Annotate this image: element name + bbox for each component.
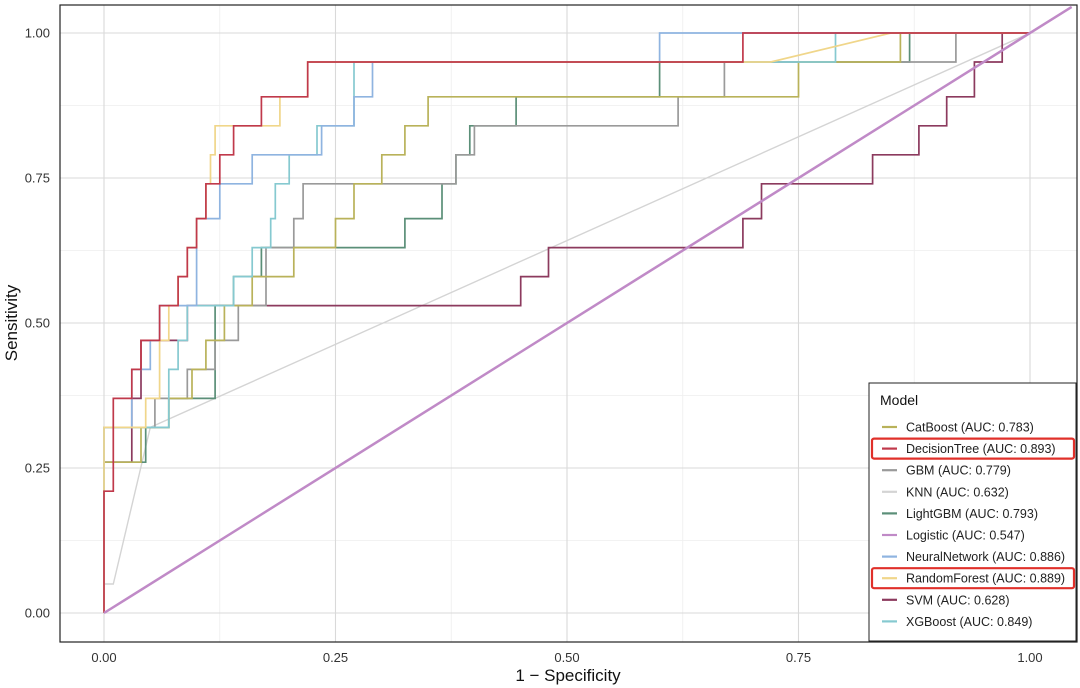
legend-label-neuralnetwork: NeuralNetwork (AUC: 0.886) bbox=[906, 550, 1065, 564]
legend-label-decisiontree: DecisionTree (AUC: 0.893) bbox=[906, 442, 1056, 456]
plot-frame bbox=[59, 4, 1078, 643]
series-line-decisiontree bbox=[103, 32, 1030, 613]
x-tick-label: 0.00 bbox=[91, 650, 116, 665]
y-tick-label: 0.75 bbox=[25, 171, 50, 186]
series-layer bbox=[103, 32, 1031, 613]
x-tick-label: 1.00 bbox=[1017, 650, 1042, 665]
series-line-catboost bbox=[103, 32, 1030, 613]
legend-label-randomforest: RandomForest (AUC: 0.889) bbox=[906, 572, 1065, 586]
legend-label-xgboost: XGBoost (AUC: 0.849) bbox=[906, 615, 1032, 629]
diagonal-reference-line bbox=[103, 5, 1073, 615]
x-axis-title: 1 − Specificity bbox=[515, 666, 621, 685]
y-tick-label: 1.00 bbox=[25, 26, 50, 41]
x-tick-label: 0.25 bbox=[323, 650, 348, 665]
legend-label-logistic: Logistic (AUC: 0.547) bbox=[906, 529, 1025, 543]
legend-label-knn: KNN (AUC: 0.632) bbox=[906, 485, 1009, 499]
legend-highlight-randomforest bbox=[870, 567, 1076, 590]
legend-items: CatBoost (AUC: 0.783) DecisionTree (AUC: … bbox=[870, 421, 1076, 629]
legend-label-catboost: CatBoost (AUC: 0.783) bbox=[906, 421, 1034, 435]
y-tick-label: 0.00 bbox=[25, 606, 50, 621]
x-tick-label: 0.75 bbox=[786, 650, 811, 665]
legend-highlight-decisiontree bbox=[870, 437, 1076, 460]
y-tick-label: 0.50 bbox=[25, 316, 50, 331]
tick-labels: 0.00 0.25 0.50 0.75 1.00 0.00 0.25 0.50 0.75 1.00 bbox=[25, 26, 1043, 666]
y-axis-title: Sensitivity bbox=[2, 284, 21, 361]
legend-label-gbm: GBM (AUC: 0.779) bbox=[906, 464, 1011, 478]
x-tick-label: 0.50 bbox=[554, 650, 579, 665]
legend: Model CatBoost (AUC: 0.783) DecisionTree … bbox=[868, 382, 1077, 642]
y-tick-label: 0.25 bbox=[25, 461, 50, 476]
legend-label-svm: SVM (AUC: 0.628) bbox=[906, 593, 1010, 607]
legend-box bbox=[868, 382, 1077, 642]
series-line-svm bbox=[103, 32, 1030, 613]
legend-title: Model bbox=[880, 392, 918, 408]
legend-label-lightgbm: LightGBM (AUC: 0.793) bbox=[906, 507, 1038, 521]
